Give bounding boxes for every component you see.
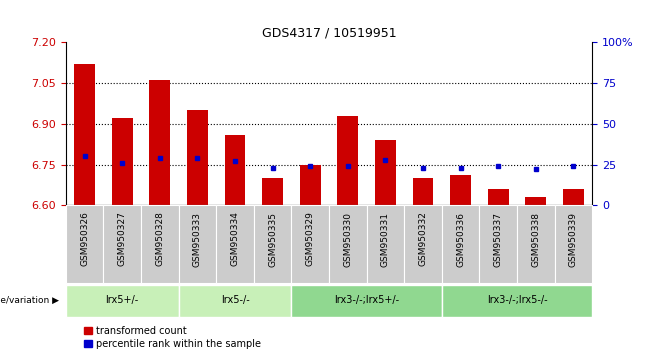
Text: lrx3-/-;lrx5+/-: lrx3-/-;lrx5+/- [334, 295, 399, 305]
Text: GSM950339: GSM950339 [569, 212, 578, 267]
Bar [66, 205, 103, 283]
Bar [178, 285, 291, 317]
Bar [216, 205, 254, 283]
Text: GSM950330: GSM950330 [343, 212, 352, 267]
Bar [66, 285, 178, 317]
Text: GSM950334: GSM950334 [230, 212, 240, 267]
Legend: transformed count, percentile rank within the sample: transformed count, percentile rank withi… [84, 326, 261, 349]
Bar [74, 64, 95, 205]
Text: GSM950333: GSM950333 [193, 212, 202, 267]
Bar [517, 205, 555, 283]
Bar [178, 205, 216, 283]
Text: lrx3-/-;lrx5-/-: lrx3-/-;lrx5-/- [487, 295, 547, 305]
Text: genotype/variation ▶: genotype/variation ▶ [0, 296, 59, 305]
Text: GSM950336: GSM950336 [456, 212, 465, 267]
Text: lrx5+/-: lrx5+/- [105, 295, 139, 305]
Text: GSM950328: GSM950328 [155, 212, 164, 267]
Bar [442, 205, 480, 283]
Bar [263, 178, 283, 205]
Bar [404, 205, 442, 283]
Bar [488, 189, 509, 205]
Bar [300, 165, 320, 205]
Bar [413, 178, 434, 205]
Bar [555, 205, 592, 283]
Text: GSM950326: GSM950326 [80, 212, 89, 267]
Text: GSM950335: GSM950335 [268, 212, 277, 267]
Bar [480, 205, 517, 283]
Bar [291, 205, 329, 283]
Bar [187, 110, 208, 205]
Bar [442, 285, 592, 317]
Bar [141, 205, 178, 283]
Bar [450, 176, 471, 205]
Bar [338, 116, 358, 205]
Bar [526, 197, 546, 205]
Bar [375, 140, 395, 205]
Text: GSM950331: GSM950331 [381, 212, 390, 267]
Text: GSM950332: GSM950332 [418, 212, 428, 267]
Bar [291, 285, 442, 317]
Text: GSM950337: GSM950337 [494, 212, 503, 267]
Text: lrx5-/-: lrx5-/- [220, 295, 249, 305]
Bar [224, 135, 245, 205]
Bar [112, 119, 132, 205]
Text: GSM950338: GSM950338 [531, 212, 540, 267]
Bar [329, 205, 367, 283]
Bar [563, 189, 584, 205]
Bar [103, 205, 141, 283]
Bar [254, 205, 291, 283]
Text: GSM950327: GSM950327 [118, 212, 127, 267]
Title: GDS4317 / 10519951: GDS4317 / 10519951 [262, 27, 396, 40]
Bar [149, 80, 170, 205]
Text: GSM950329: GSM950329 [306, 212, 315, 267]
Bar [367, 205, 404, 283]
